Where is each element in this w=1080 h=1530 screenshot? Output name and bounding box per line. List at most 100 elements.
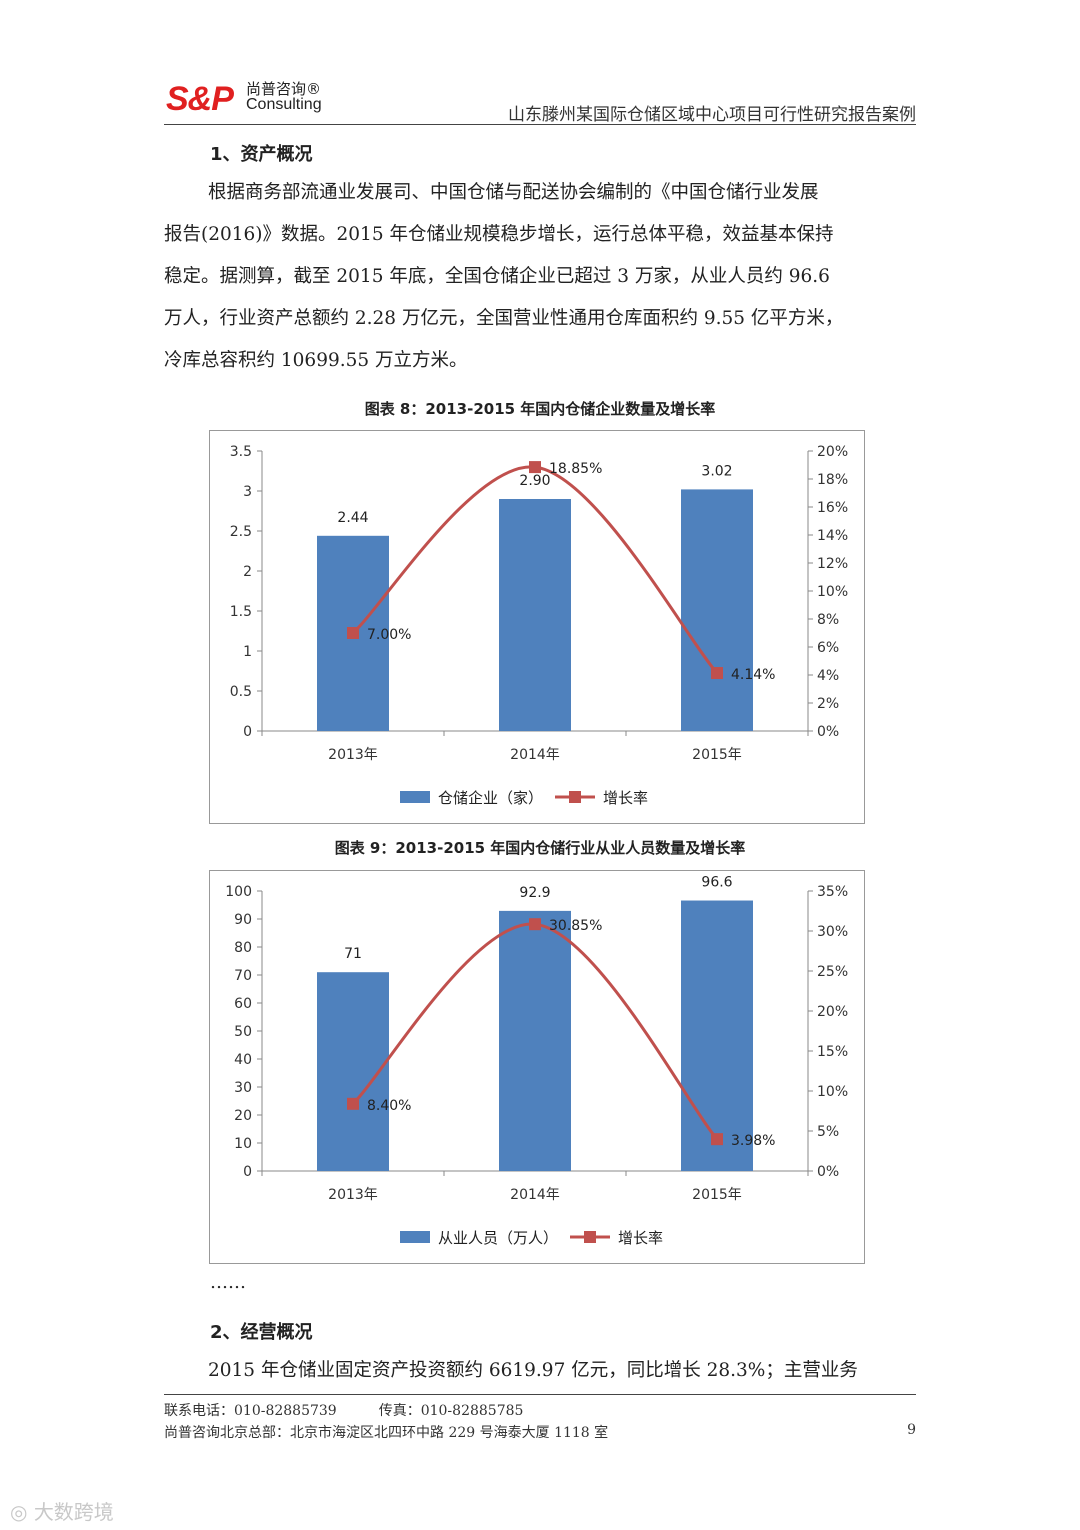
- footer-divider: [164, 1394, 916, 1395]
- y-tick-label: 2.5: [230, 524, 252, 540]
- y-tick-label: 2: [243, 564, 252, 580]
- chart-enterprise-count: 0 0.5 1 1.5 2 2.5 3 3.5 0% 2% 4% 6% 8% 10% 12% 14% 16% 18…: [209, 430, 865, 824]
- x-tick-label: 2014年: [510, 1187, 560, 1203]
- bar: [499, 910, 571, 1171]
- y-tick-label: 20: [234, 1108, 252, 1124]
- y2-tick-label: 18%: [817, 472, 848, 488]
- y-tick-label: 70: [234, 968, 252, 984]
- growth-rate-marker: [711, 667, 723, 680]
- y2-tick-label: 0%: [817, 724, 839, 740]
- y-tick-label: 30: [234, 1080, 252, 1096]
- x-tick-label: 2013年: [328, 747, 378, 763]
- legend-line-marker: [569, 791, 581, 803]
- y-tick-label: 3.5: [230, 444, 252, 460]
- y2-tick-label: 5%: [817, 1124, 839, 1140]
- legend-bar-swatch: [400, 791, 430, 803]
- y-tick-label: 0: [243, 1164, 252, 1180]
- bar: [681, 900, 753, 1171]
- y-tick-label: 90: [234, 912, 252, 928]
- paragraph-line: 报告(2016)》数据。2015 年仓储业规模稳步增长，运行总体平稳，效益基本保…: [164, 224, 834, 245]
- x-tick-label: 2015年: [692, 747, 742, 763]
- growth-rate-marker: [711, 1133, 723, 1146]
- y2-tick-label: 2%: [817, 696, 839, 712]
- footer-contact: 联系电话：010-82885739 传真：010-82885785: [164, 1403, 524, 1419]
- bar-data-label: 96.6: [701, 875, 732, 891]
- line-data-label: 8.40%: [367, 1098, 411, 1114]
- y2-tick-label: 20%: [817, 1004, 848, 1020]
- section-heading: 1、资产概况: [210, 144, 313, 165]
- y2-tick-label: 25%: [817, 964, 848, 980]
- y2-tick-label: 16%: [817, 500, 848, 516]
- legend-bar-swatch: [400, 1231, 430, 1243]
- legend-line-marker: [584, 1231, 596, 1243]
- y2-tick-label: 30%: [817, 924, 848, 940]
- chart-caption: 图表 8：2013-2015 年国内仓储企业数量及增长率: [364, 400, 716, 418]
- y-tick-label: 40: [234, 1052, 252, 1068]
- bar-data-label: 71: [344, 946, 362, 962]
- watermark: ◎ 大数跨境: [10, 1496, 114, 1525]
- footer-address: 尚普咨询北京总部：北京市海淀区北四环中路 229 号海泰大厦 1118 室: [164, 1425, 609, 1441]
- y2-tick-label: 15%: [817, 1044, 848, 1060]
- bar: [681, 489, 753, 731]
- chart-svg: 0 10 20 30 40 50 60 70 80 90 100 0% 5% 10% 15% 20% 25% 30…: [225, 875, 848, 1247]
- y-tick-label: 10: [234, 1136, 252, 1152]
- x-tick-label: 2015年: [692, 1187, 742, 1203]
- legend-line-label: 增长率: [603, 789, 648, 807]
- growth-rate-marker: [529, 918, 541, 931]
- growth-rate-marker: [347, 627, 359, 639]
- paragraph-line: 万人，行业资产总额约 2.28 万亿元，全国营业性通用仓库面积约 9.55 亿平…: [164, 308, 844, 329]
- y2-tick-label: 10%: [817, 584, 848, 600]
- logo-chinese: 尚普咨询®: [246, 80, 322, 98]
- paragraph-line: 冷库总容积约 10699.55 万立方米。: [164, 350, 468, 371]
- growth-rate-marker: [347, 1097, 359, 1110]
- bar-data-label: 92.9: [519, 885, 550, 901]
- page-number: 9: [907, 1422, 916, 1438]
- legend-bar-label: 仓储企业（家）: [438, 789, 543, 807]
- bar-data-label: 2.90: [519, 473, 550, 489]
- chart-svg: 0 0.5 1 1.5 2 2.5 3 3.5 0% 2% 4% 6% 8% 10% 12% 14% 16% 18…: [230, 444, 848, 807]
- line-data-label: 30.85%: [549, 918, 602, 934]
- weibo-icon: ◎: [10, 1500, 28, 1524]
- report-title: 山东滕州某国际仓储区域中心项目可行性研究报告案例: [508, 105, 916, 125]
- y2-tick-label: 12%: [817, 556, 848, 572]
- section-paragraph: 根据商务部流通业发展司、中国仓储与配送协会编制的《中国仓储行业发展 报告(201…: [164, 172, 916, 382]
- y-tick-label: 0.5: [230, 684, 252, 700]
- y2-tick-label: 6%: [817, 640, 839, 656]
- growth-rate-marker: [529, 461, 541, 474]
- line-data-label: 3.98%: [731, 1133, 775, 1149]
- y-tick-label: 50: [234, 1024, 252, 1040]
- line-data-label: 4.14%: [731, 667, 775, 683]
- x-tick-label: 2013年: [328, 1187, 378, 1203]
- y-tick-label: 100: [225, 884, 252, 900]
- y2-tick-label: 0%: [817, 1164, 839, 1180]
- y-tick-label: 1.5: [230, 604, 252, 620]
- ellipsis: ……: [210, 1272, 246, 1293]
- y2-tick-label: 14%: [817, 528, 848, 544]
- y-tick-label: 0: [243, 724, 252, 740]
- y2-tick-label: 10%: [817, 1084, 848, 1100]
- paragraph-line: 2015 年仓储业固定资产投资额约 6619.97 亿元，同比增长 28.3%；…: [208, 1360, 858, 1381]
- y2-tick-label: 35%: [817, 884, 848, 900]
- y2-tick-label: 8%: [817, 612, 839, 628]
- header-divider: [164, 124, 916, 125]
- y-tick-label: 60: [234, 996, 252, 1012]
- section-heading: 2、经营概况: [210, 1322, 313, 1343]
- chart-caption: 图表 9：2013-2015 年国内仓储行业从业人员数量及增长率: [334, 839, 746, 857]
- legend-bar-label: 从业人员（万人）: [438, 1229, 558, 1247]
- y-tick-label: 80: [234, 940, 252, 956]
- y-tick-label: 1: [243, 644, 252, 660]
- x-tick-label: 2014年: [510, 747, 560, 763]
- paragraph-line: 根据商务部流通业发展司、中国仓储与配送协会编制的《中国仓储行业发展: [208, 182, 819, 203]
- chart-employee-count: 0 10 20 30 40 50 60 70 80 90 100 0% 5% 10% 15% 20% 25% 30…: [209, 870, 865, 1264]
- bar-data-label: 2.44: [337, 510, 368, 526]
- watermark-text: 大数跨境: [33, 1500, 114, 1524]
- y2-tick-label: 4%: [817, 668, 839, 684]
- bar-data-label: 3.02: [701, 463, 732, 479]
- paragraph-line: 稳定。据测算，截至 2015 年底，全国仓储企业已超过 3 万家，从业人员约 9…: [164, 266, 830, 287]
- logo-mark: S&P: [166, 80, 234, 118]
- logo-english: Consulting: [246, 96, 322, 113]
- y-tick-label: 3: [243, 484, 252, 500]
- bar: [499, 499, 571, 731]
- y2-tick-label: 20%: [817, 444, 848, 460]
- line-data-label: 18.85%: [549, 461, 602, 477]
